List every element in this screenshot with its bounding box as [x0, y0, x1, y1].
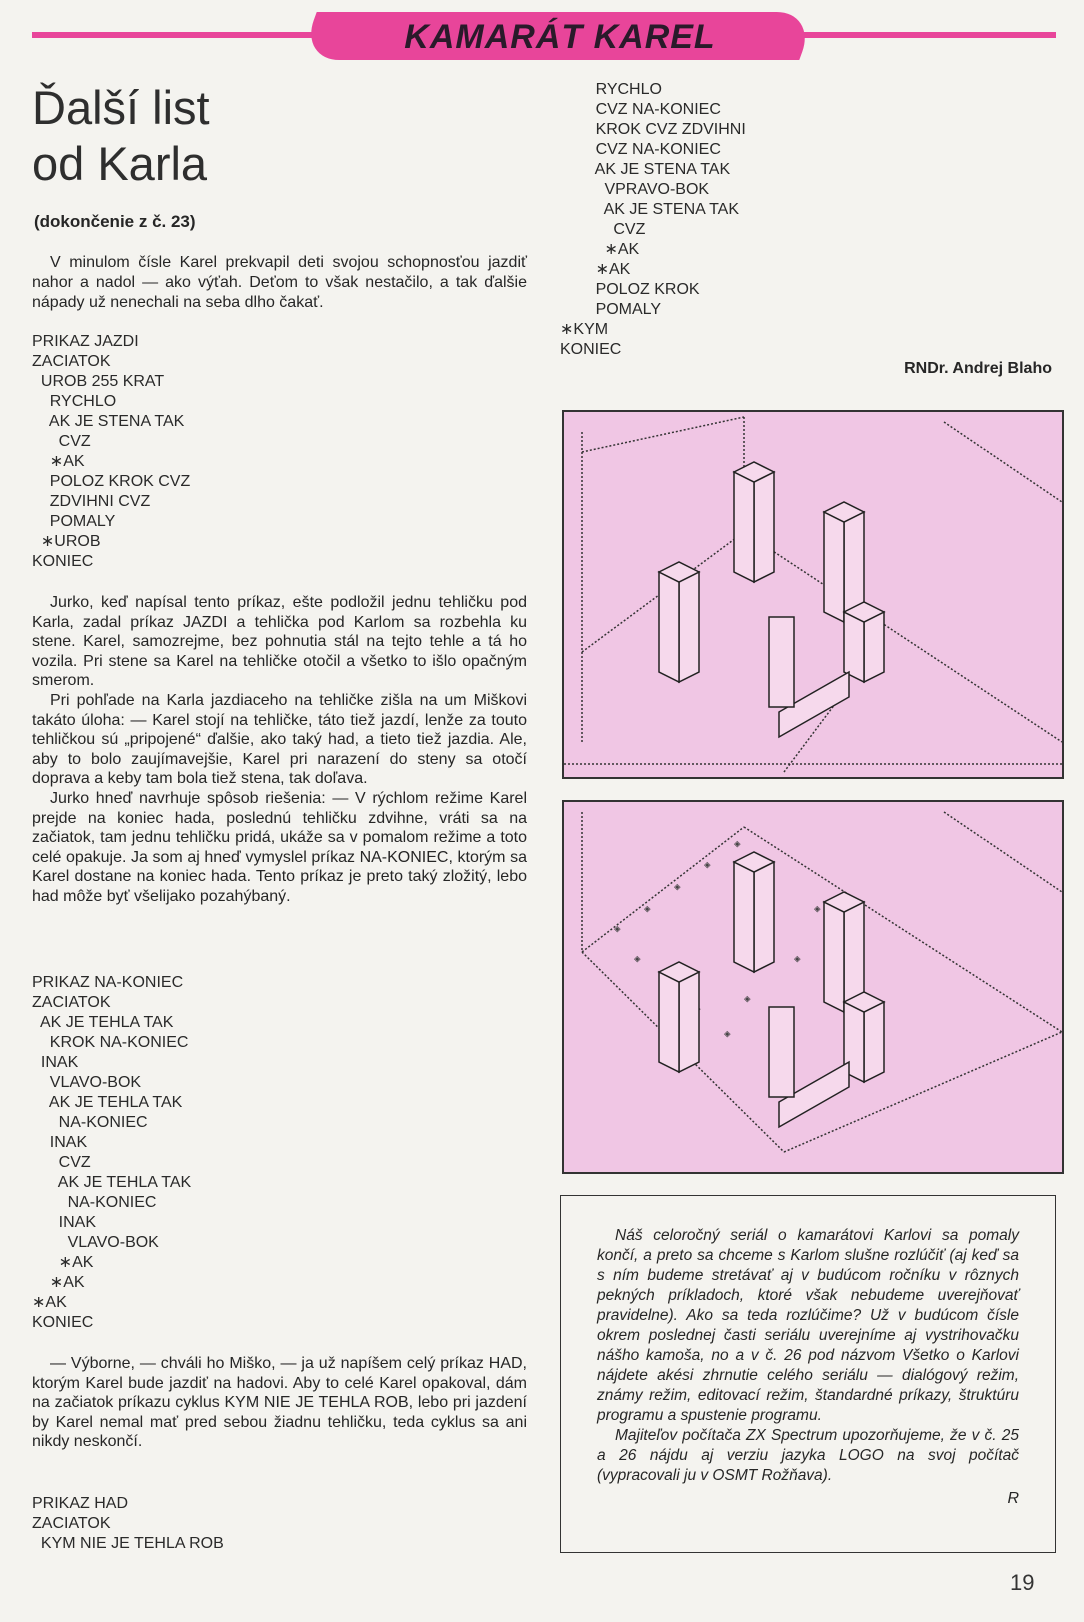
- karel-scene-illustration-1: [564, 416, 1062, 773]
- code-line: AK JE TEHLA TAK: [32, 1014, 174, 1031]
- code-jazdi: PRIKAZ JAZDI ZACIATOK UROB 255 KRAT RYCH…: [32, 332, 190, 572]
- code-line: PRIKAZ HAD: [32, 1495, 129, 1512]
- svg-text:◈: ◈: [744, 992, 751, 1005]
- code-line: UROB 255 KRAT: [32, 373, 165, 390]
- code-line: CVZ NA-KONIEC: [560, 101, 721, 118]
- body-paragraphs-1: Jurko, keď napísal tento príkaz, ešte po…: [32, 593, 527, 907]
- code-line: ZACIATOK: [32, 1515, 111, 1532]
- svg-text:◈: ◈: [814, 902, 821, 915]
- code-line: ∗AK: [560, 241, 640, 258]
- code-nakoniec: PRIKAZ NA-KONIEC ZACIATOK AK JE TEHLA TA…: [32, 973, 191, 1333]
- code-line: ∗KYM: [560, 321, 609, 338]
- svg-text:◈: ◈: [634, 952, 641, 965]
- article-title-line-1: Ďalší list: [32, 81, 210, 134]
- code-line: KONIEC: [560, 341, 622, 358]
- body-paragraph-2: — Výborne, — chváli ho Miško, — ja už na…: [32, 1354, 527, 1452]
- code-line: CVZ: [560, 221, 646, 238]
- code-line: ∗UROB: [32, 533, 101, 550]
- svg-text:◈: ◈: [704, 858, 711, 871]
- code-line: VPRAVO-BOK: [560, 181, 710, 198]
- author-byline: RNDr. Andrej Blaho: [904, 360, 1052, 377]
- code-line: AK JE STENA TAK: [560, 161, 731, 178]
- code-line: KROK CVZ ZDVIHNI: [560, 121, 746, 138]
- code-line: ZDVIHNI CVZ: [32, 493, 151, 510]
- code-line: PRIKAZ NA-KONIEC: [32, 974, 184, 991]
- code-line: ZACIATOK: [32, 353, 111, 370]
- article-title: Ďalší list od Karla: [32, 80, 210, 192]
- code-line: NA-KONIEC: [32, 1114, 148, 1131]
- code-line: RYCHLO: [32, 393, 117, 410]
- code-line: AK JE STENA TAK: [560, 201, 740, 218]
- code-line: AK JE TEHLA TAK: [32, 1094, 183, 1111]
- code-line: ZACIATOK: [32, 994, 111, 1011]
- code-line: POMALY: [32, 513, 116, 530]
- karel-screen-2: ◈◈◈◈◈ ◈◈◈◈ ◈◈◈◈ ◈◈◈◈: [562, 800, 1064, 1174]
- code-had-continued: RYCHLO CVZ NA-KONIEC KROK CVZ ZDVIHNI CV…: [560, 80, 746, 360]
- code-line: PRIKAZ JAZDI: [32, 333, 139, 350]
- svg-text:◈: ◈: [674, 880, 681, 893]
- code-line: KYM NIE JE TEHLA ROB: [32, 1535, 224, 1552]
- code-line: AK JE STENA TAK: [32, 413, 185, 430]
- code-line: ∗AK: [32, 453, 85, 470]
- code-line: POLOZ KROK: [560, 281, 700, 298]
- svg-text:◈: ◈: [794, 952, 801, 965]
- code-line: KONIEC: [32, 1314, 94, 1331]
- code-line: KONIEC: [32, 553, 94, 570]
- section-title: KAMARÁT KAREL: [404, 18, 716, 56]
- code-line: ∗AK: [560, 261, 631, 278]
- code-line: VLAVO-BOK: [32, 1074, 142, 1091]
- code-line: POMALY: [560, 301, 662, 318]
- editorial-note-box: Náš celoročný seriál o kamarátovi Karlov…: [560, 1195, 1056, 1553]
- code-line: ∗AK: [32, 1254, 94, 1271]
- paragraph: Pri pohľade na Karla jazdiaceho na tehli…: [32, 691, 527, 788]
- code-line: ∗AK: [32, 1294, 67, 1311]
- svg-text:◈: ◈: [644, 902, 651, 915]
- code-line: VLAVO-BOK: [32, 1234, 159, 1251]
- code-line: POLOZ KROK CVZ: [32, 473, 191, 490]
- article-subtitle: (dokončenie z č. 23): [34, 212, 196, 231]
- paragraph: Jurko, keď napísal tento príkaz, ešte po…: [32, 594, 527, 690]
- note-paragraph: Náš celoročný seriál o kamarátovi Karlov…: [597, 1227, 1019, 1424]
- code-line: INAK: [32, 1134, 88, 1151]
- code-line: RYCHLO: [560, 81, 662, 98]
- svg-text:◈: ◈: [614, 922, 621, 935]
- karel-scene-illustration-2: ◈◈◈◈◈ ◈◈◈◈ ◈◈◈◈ ◈◈◈◈: [581, 811, 1062, 1153]
- svg-text:◈: ◈: [724, 1027, 731, 1040]
- paragraph: Jurko hneď navrhuje spôsob riešenia: — V…: [32, 789, 527, 905]
- page-number: 19: [1010, 1570, 1035, 1595]
- code-had: PRIKAZ HAD ZACIATOK KYM NIE JE TEHLA ROB: [32, 1494, 224, 1554]
- note-paragraph: Majiteľov počítača ZX Spectrum upozorňuj…: [597, 1427, 1019, 1484]
- paragraph: — Výborne, — chváli ho Miško, — ja už na…: [32, 1355, 527, 1451]
- code-line: CVZ: [32, 1154, 91, 1171]
- lead-paragraph: V minulom čísle Karel prekvapil deti svo…: [32, 254, 527, 311]
- code-line: CVZ: [32, 433, 91, 450]
- code-line: NA-KONIEC: [32, 1194, 157, 1211]
- code-line: AK JE TEHLA TAK: [32, 1174, 192, 1191]
- code-line: INAK: [32, 1214, 97, 1231]
- note-signature: R: [1007, 1490, 1019, 1507]
- code-line: INAK: [32, 1054, 79, 1071]
- svg-text:◈: ◈: [734, 837, 741, 850]
- code-line: ∗AK: [32, 1274, 85, 1291]
- code-line: CVZ NA-KONIEC: [560, 141, 721, 158]
- code-line: KROK NA-KONIEC: [32, 1034, 189, 1051]
- karel-screen-1: [562, 410, 1064, 779]
- article-title-line-2: od Karla: [32, 137, 208, 190]
